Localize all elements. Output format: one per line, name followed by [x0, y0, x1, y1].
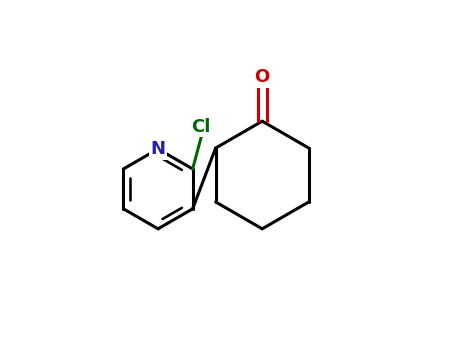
Text: N: N [151, 140, 166, 158]
Text: Cl: Cl [192, 118, 211, 136]
Text: O: O [255, 69, 270, 86]
